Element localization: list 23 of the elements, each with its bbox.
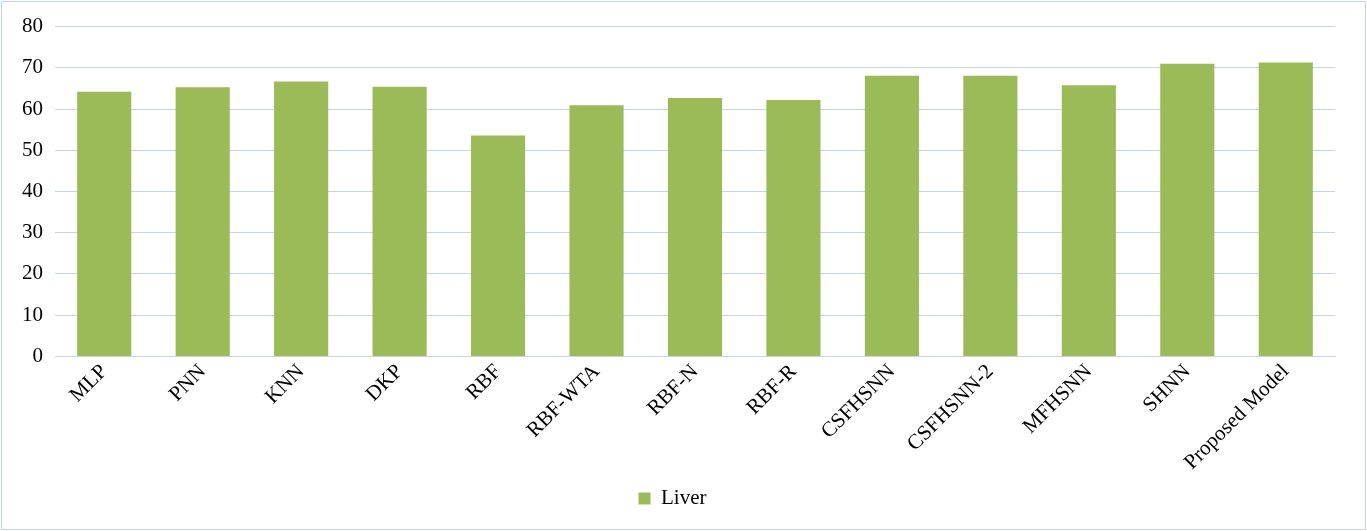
y-tick-label: 50 [22, 136, 43, 161]
bar [667, 97, 723, 356]
bar [274, 81, 329, 356]
y-tick-label: 20 [22, 260, 43, 285]
y-tick-label: 30 [22, 219, 43, 244]
y-tick-label: 40 [22, 178, 43, 203]
bar [1160, 63, 1215, 356]
bar [1061, 85, 1116, 356]
y-tick-label: 10 [22, 301, 43, 326]
bar [963, 75, 1018, 356]
bar [372, 86, 427, 356]
bar [1258, 62, 1313, 356]
y-tick-label: 60 [22, 95, 43, 120]
y-tick-label: 0 [32, 342, 43, 367]
y-tick-label: 70 [22, 54, 43, 79]
bar [766, 99, 821, 356]
bar [569, 105, 624, 356]
bar [471, 135, 526, 356]
legend-label: Liver [661, 485, 707, 510]
bar [175, 87, 230, 356]
y-tick-label: 80 [22, 13, 43, 38]
bar [77, 91, 132, 356]
bar [864, 75, 919, 356]
